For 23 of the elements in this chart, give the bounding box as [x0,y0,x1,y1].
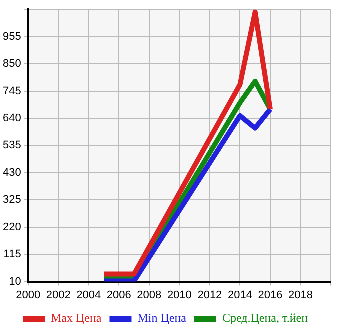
legend-label: Min Цена [138,311,188,326]
x-tick-label: 2006 [106,289,132,302]
y-tick-label: 430 [2,166,22,179]
x-tick-label: 2010 [167,289,192,302]
y-tick-label: 640 [2,112,22,125]
y-tick-label: 10 [9,276,22,288]
x-tick-label: 2012 [198,289,222,302]
x-tick-label: 2008 [137,289,162,302]
y-tick-label: 850 [2,58,22,70]
y-tick-label: 955 [2,30,22,43]
x-tick-label: 2018 [288,289,313,302]
x-tick-label: 2004 [76,289,102,302]
y-tick-label: 220 [2,221,22,234]
legend-label: Max Цена [50,311,102,326]
x-tick-label: 2002 [46,289,71,302]
y-tick-label: 745 [2,85,22,98]
y-tick-label: 115 [4,248,22,261]
y-tick-label: 535 [2,140,22,152]
x-tick-label: 2000 [16,289,41,302]
x-tick-label: 2016 [258,289,283,302]
legend-label: Сред.Цена, т.йен [222,311,309,326]
y-tick-label: 325 [2,194,22,206]
x-tick-label: 2014 [228,289,252,302]
